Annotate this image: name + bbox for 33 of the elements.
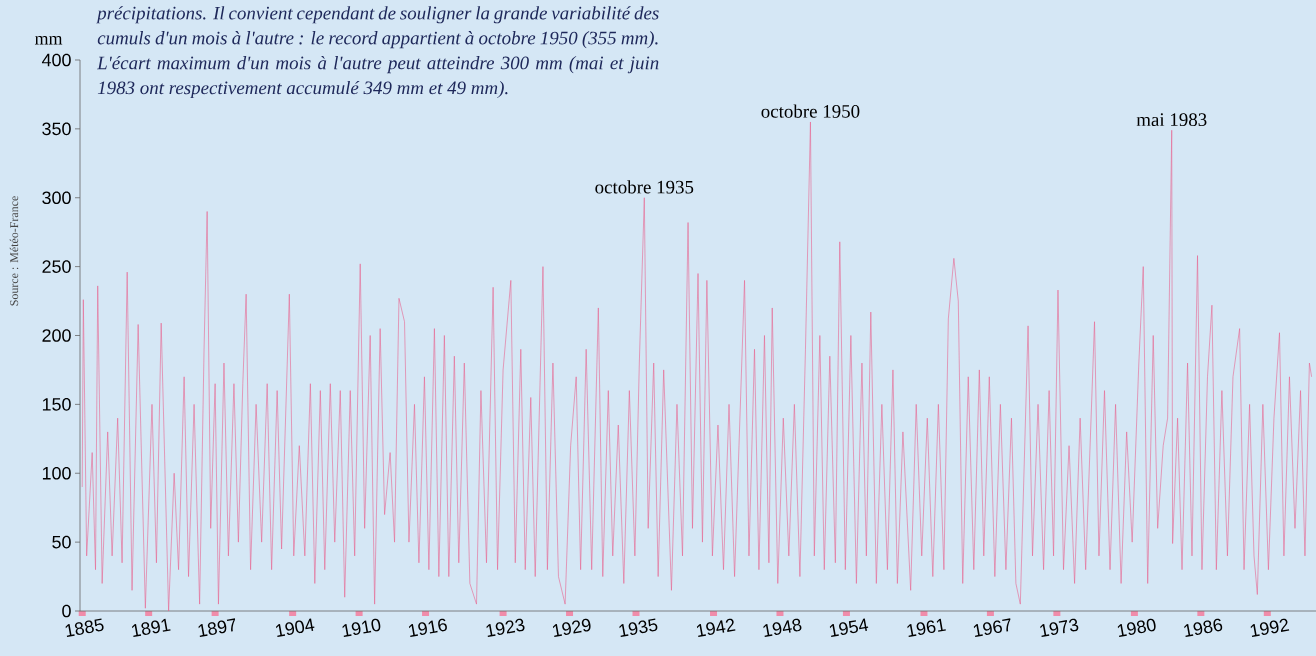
y-axis-title: mm [34,36,63,45]
x-tick-label: 1992 [1250,618,1290,637]
x-tick-label: 1910 [342,618,381,637]
x-tick-label: 1935 [619,618,658,637]
x-tick-label: 1967 [973,618,1011,637]
x-tick-label: 1973 [1040,618,1079,637]
y-tick-label: 150 [42,398,71,411]
y-tick-label: 0 [62,604,71,618]
y-tick-label: 100 [42,466,71,480]
annotation: octobre 1950 [761,104,860,118]
x-tick-label: 1904 [276,618,315,637]
y-tick-label: 200 [42,329,71,342]
annotation: mai 1983 [1136,113,1207,127]
y-tick-label: 50 [52,535,71,549]
x-tick-label: 1929 [552,618,591,637]
y-tick-label: 300 [42,191,71,205]
x-tick-label: 1942 [696,618,736,637]
y-tick-label: 250 [42,260,71,273]
annotation: précipitations. Il convient cependant de souligner la grande variabilité des cumuls d'un mois à l'autre : le record appartient à octobre 1950 (355 mm). L'écart maximum d'un mois à l'autre peut atteindre 300 mm (mai et juin 1983 ont respectivement accumulé 349 mm et 49 mm). [96,6,659,99]
x-tick-label: 1986 [1184,618,1223,637]
x-tick-label: 1897 [198,618,236,637]
x-tick-label: 1923 [486,618,525,637]
x-tick-label: 1885 [65,618,104,637]
y-tick-label: 350 [42,122,71,136]
x-tick-label: 1954 [829,618,869,637]
annotation: octobre 1935 [595,180,694,194]
x-tick-label: 1891 [132,618,171,637]
x-tick-label: 1948 [763,618,802,637]
x-tick-label: 1961 [907,618,946,637]
source-note: Source : Météo-France [9,196,19,306]
x-tick-label: 1916 [408,618,447,637]
y-tick-label: 400 [41,53,71,67]
x-tick-label: 1980 [1117,618,1156,637]
